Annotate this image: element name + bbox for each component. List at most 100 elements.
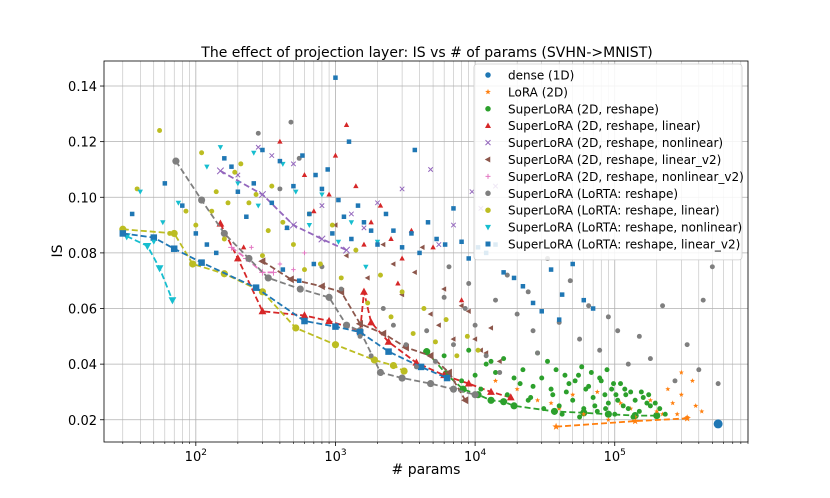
data-point-10 bbox=[193, 231, 199, 236]
frontier-point-7 bbox=[449, 385, 458, 393]
frontier-point-7 bbox=[245, 254, 253, 263]
legend-marker bbox=[485, 72, 491, 78]
data-point-1 bbox=[594, 389, 600, 395]
data-point-10 bbox=[409, 231, 414, 236]
data-point-3 bbox=[399, 255, 405, 261]
data-points bbox=[129, 75, 723, 429]
data-point-1 bbox=[556, 405, 562, 411]
data-point-10 bbox=[313, 172, 318, 178]
data-point-8 bbox=[253, 192, 259, 197]
data-point-2 bbox=[530, 383, 536, 389]
frontier-point-10 bbox=[356, 328, 364, 336]
data-point-7 bbox=[424, 328, 430, 334]
data-point-4 bbox=[319, 203, 325, 209]
x-tick-label: 105 bbox=[604, 448, 626, 465]
data-point-8 bbox=[475, 347, 481, 353]
frontier-point-2 bbox=[604, 410, 612, 418]
frontier-point-3 bbox=[464, 379, 473, 387]
frontier-point-5 bbox=[258, 257, 266, 266]
data-point-10 bbox=[383, 211, 389, 217]
data-point-8 bbox=[232, 169, 238, 175]
y-tick-label: 0.06 bbox=[68, 303, 97, 318]
frontier-point-3 bbox=[506, 393, 515, 401]
frontier-point-8 bbox=[331, 341, 340, 349]
data-point-2 bbox=[504, 392, 510, 398]
data-point-10 bbox=[269, 200, 275, 206]
data-point-8 bbox=[238, 161, 244, 167]
data-point-8 bbox=[329, 222, 335, 228]
frontier-point-5 bbox=[426, 351, 434, 360]
data-point-9 bbox=[363, 264, 369, 270]
data-point-6 bbox=[277, 261, 283, 267]
data-point-7 bbox=[462, 306, 468, 311]
frontier-point-5 bbox=[444, 368, 452, 377]
data-point-2 bbox=[618, 381, 624, 387]
data-point-7 bbox=[535, 350, 541, 356]
data-point-7 bbox=[672, 378, 678, 384]
legend-marker bbox=[485, 106, 491, 112]
data-point-1 bbox=[647, 397, 653, 403]
data-point-5 bbox=[390, 261, 396, 267]
data-point-1 bbox=[674, 411, 680, 417]
x-tick-label: 102 bbox=[185, 448, 207, 465]
frontier-line-9 bbox=[126, 235, 174, 301]
legend-marker bbox=[485, 173, 491, 179]
frontier-point-3 bbox=[233, 254, 242, 262]
data-point-8 bbox=[432, 339, 438, 345]
data-point-7 bbox=[288, 119, 294, 125]
y-axis-ticks: 0.02 0.04 0.06 0.08 0.10 0.12 0.14 bbox=[68, 80, 104, 429]
data-point-1 bbox=[548, 400, 554, 406]
frontier-point-10 bbox=[150, 234, 158, 241]
chart-title: The effect of projection layer: IS vs # … bbox=[200, 45, 652, 61]
data-point-1 bbox=[689, 378, 695, 383]
data-point-10 bbox=[277, 158, 283, 164]
legend-marker bbox=[485, 122, 491, 128]
data-point-7 bbox=[525, 289, 531, 295]
data-point-2 bbox=[613, 392, 619, 398]
data-point-4 bbox=[255, 144, 261, 150]
data-point-2 bbox=[620, 403, 626, 409]
data-point-2 bbox=[632, 397, 638, 403]
data-point-7 bbox=[432, 358, 438, 364]
x-axis-label: # params bbox=[392, 462, 461, 478]
data-point-8 bbox=[302, 267, 307, 273]
data-point-8 bbox=[246, 200, 252, 206]
data-point-4 bbox=[436, 241, 442, 248]
frontier-line-6 bbox=[230, 246, 274, 274]
data-point-2 bbox=[623, 392, 629, 398]
y-tick-label: 0.14 bbox=[68, 80, 97, 95]
data-point-2 bbox=[563, 389, 569, 395]
data-point-7 bbox=[709, 264, 715, 270]
data-point-4 bbox=[469, 189, 475, 195]
data-point-2 bbox=[583, 386, 589, 392]
data-point-10 bbox=[511, 275, 517, 281]
data-point-2 bbox=[488, 358, 494, 364]
data-point-8 bbox=[199, 150, 205, 156]
frontier-point-5 bbox=[461, 396, 469, 405]
data-point-2 bbox=[517, 381, 523, 387]
frontier-point-7 bbox=[471, 391, 479, 399]
data-point-2 bbox=[640, 395, 646, 400]
data-point-5 bbox=[450, 336, 456, 342]
frontier-point-4 bbox=[216, 167, 225, 175]
frontier-point-10 bbox=[443, 374, 451, 382]
data-point-3 bbox=[377, 202, 384, 208]
frontier-point-2 bbox=[653, 412, 661, 420]
data-point-7 bbox=[597, 347, 603, 353]
data-point-5 bbox=[411, 269, 417, 276]
data-point-4 bbox=[374, 200, 381, 206]
data-point-10 bbox=[590, 306, 596, 311]
data-point-7 bbox=[504, 272, 510, 278]
data-point-8 bbox=[209, 208, 215, 214]
data-point-10 bbox=[222, 156, 227, 161]
data-point-8 bbox=[410, 331, 416, 337]
data-point-1 bbox=[699, 408, 705, 414]
frontier-point-7 bbox=[198, 196, 206, 204]
data-point-7 bbox=[466, 281, 472, 286]
frontier-point-6 bbox=[259, 269, 266, 276]
legend-label: SuperLoRA (2D, reshape, nonlinear) bbox=[508, 136, 723, 150]
data-point-7 bbox=[413, 364, 419, 370]
data-point-10 bbox=[425, 220, 431, 225]
data-point-5 bbox=[488, 325, 494, 331]
data-point-7 bbox=[483, 353, 489, 359]
